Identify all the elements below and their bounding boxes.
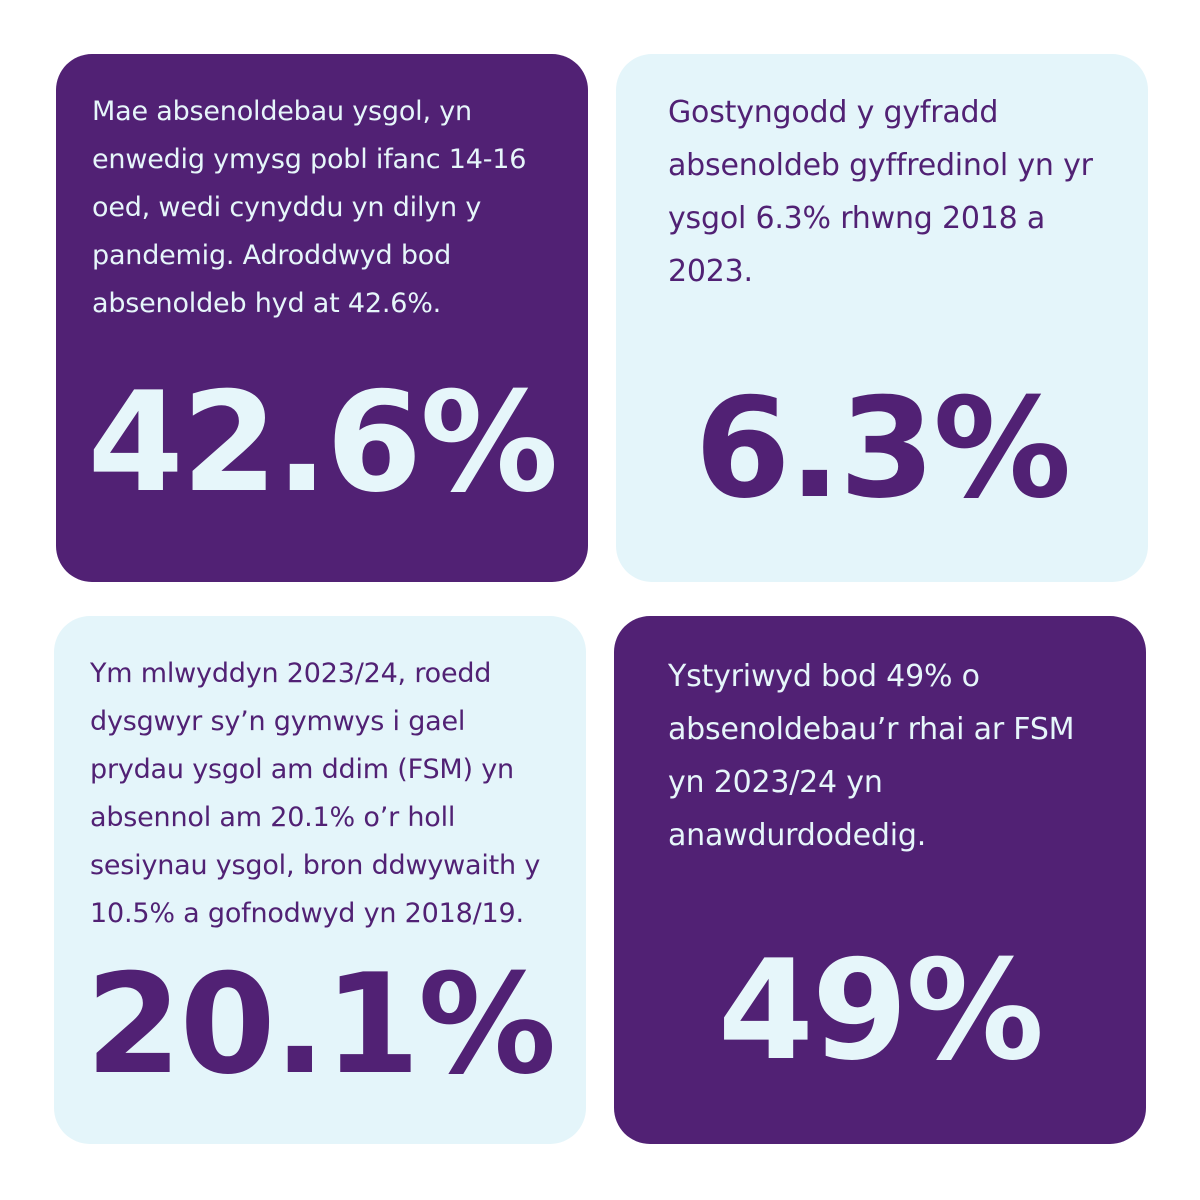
- stat-card-description: Ym mlwyddyn 2023/24, roedd dysgwyr sy’n …: [90, 658, 541, 930]
- stat-card-overall-absence-drop: Gostyngodd y gyfradd absenoldeb gyffredi…: [616, 54, 1148, 582]
- stat-card-figure: 42.6%: [87, 362, 559, 523]
- stat-card-absence-14-16: Mae absenoldebau ysgol, yn enwedig ymysg…: [56, 54, 588, 582]
- stat-card-description: Ystyriwyd bod 49% o absenoldebau’r rhai …: [668, 659, 1075, 854]
- stat-card-fsm-absence: Ym mlwyddyn 2023/24, roedd dysgwyr sy’n …: [54, 616, 586, 1144]
- stat-card-description: Mae absenoldebau ysgol, yn enwedig ymysg…: [92, 96, 527, 320]
- stat-card-figure: 49%: [717, 930, 1044, 1091]
- stat-card-description: Gostyngodd y gyfradd absenoldeb gyffredi…: [668, 95, 1093, 290]
- stat-card-fsm-unauthorised: Ystyriwyd bod 49% o absenoldebau’r rhai …: [614, 616, 1146, 1144]
- stat-card-figure: 6.3%: [694, 368, 1072, 529]
- stat-card-figure: 20.1%: [85, 944, 557, 1105]
